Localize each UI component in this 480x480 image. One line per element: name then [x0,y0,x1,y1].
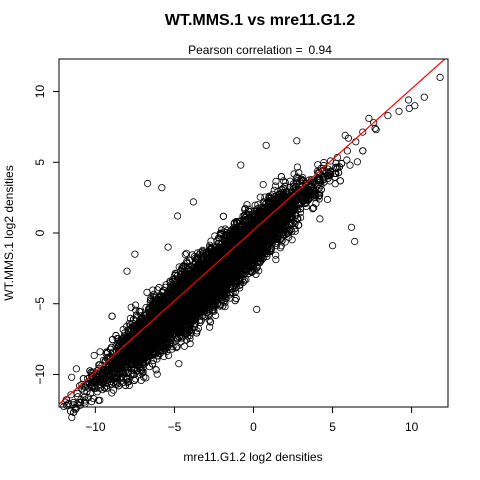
chart-subtitle: Pearson correlation = 0.94 [188,43,332,57]
scatter-point [181,251,189,259]
scatter-point [188,251,197,259]
scatter-point [125,381,133,389]
scatter-point [186,340,194,348]
scatter-point [74,393,82,401]
scatter-point [132,301,140,309]
scatter-point [309,205,317,213]
scatter-point [101,384,109,392]
scatter-point [286,177,294,185]
scatter-point [206,323,214,331]
scatter-point [153,355,161,363]
scatter-point [371,124,379,132]
scatter-point [211,232,219,240]
scatter-point [182,249,191,257]
scatter-point [81,393,89,401]
scatter-point [110,386,118,394]
scatter-point [96,396,104,404]
scatter-point [198,250,206,258]
scatter-point [323,195,332,204]
subtitle-label: Pearson correlation = [188,43,302,57]
scatter-point [352,138,360,146]
scatter-point [153,370,161,378]
scatter-point [172,270,180,278]
scatter-point [241,204,249,212]
chart-title: WT.MMS.1 vs mre11.G1.2 [165,12,355,29]
scatter-point [296,209,305,217]
scatter-point [243,201,251,209]
scatter-point [80,387,88,395]
scatter-point [132,375,140,383]
scatter-point [60,402,68,410]
scatter-point [200,313,208,321]
scatter-point [89,394,97,402]
scatter-point [320,158,328,167]
scatter-point [175,360,183,368]
scatter-point [259,181,267,189]
scatter-point [165,351,173,360]
data-points [60,73,444,421]
scatter-point [288,236,296,244]
scatter-point [372,126,380,134]
scatter-point [172,344,180,352]
scatter-point [353,158,361,166]
scatter-point [343,147,351,155]
scatter-point [239,278,247,286]
scatter-point [343,156,351,164]
subtitle-value: 0.94 [309,43,333,57]
scatter-point [212,311,220,320]
